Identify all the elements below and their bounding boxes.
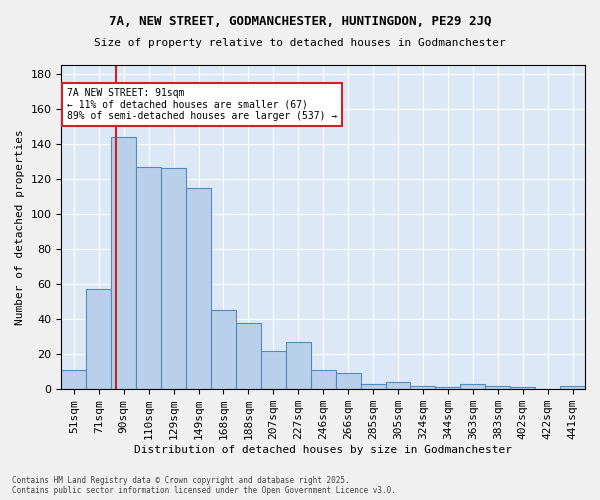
- Text: 7A, NEW STREET, GODMANCHESTER, HUNTINGDON, PE29 2JQ: 7A, NEW STREET, GODMANCHESTER, HUNTINGDO…: [109, 15, 491, 28]
- Bar: [111, 137, 136, 389]
- Bar: [286, 342, 311, 389]
- Bar: [86, 290, 111, 389]
- Bar: [361, 384, 386, 389]
- Bar: [311, 370, 335, 389]
- Text: 7A NEW STREET: 91sqm
← 11% of detached houses are smaller (67)
89% of semi-detac: 7A NEW STREET: 91sqm ← 11% of detached h…: [67, 88, 337, 121]
- Bar: [485, 386, 510, 389]
- Bar: [61, 370, 86, 389]
- Text: Size of property relative to detached houses in Godmanchester: Size of property relative to detached ho…: [94, 38, 506, 48]
- Bar: [335, 374, 361, 389]
- Bar: [236, 322, 261, 389]
- Bar: [186, 188, 211, 389]
- Bar: [510, 388, 535, 389]
- Bar: [211, 310, 236, 389]
- Bar: [560, 386, 585, 389]
- Bar: [460, 384, 485, 389]
- X-axis label: Distribution of detached houses by size in Godmanchester: Distribution of detached houses by size …: [134, 445, 512, 455]
- Bar: [386, 382, 410, 389]
- Bar: [261, 350, 286, 389]
- Bar: [136, 166, 161, 389]
- Bar: [161, 168, 186, 389]
- Text: Contains HM Land Registry data © Crown copyright and database right 2025.
Contai: Contains HM Land Registry data © Crown c…: [12, 476, 396, 495]
- Bar: [436, 388, 460, 389]
- Bar: [410, 386, 436, 389]
- Y-axis label: Number of detached properties: Number of detached properties: [15, 129, 25, 325]
